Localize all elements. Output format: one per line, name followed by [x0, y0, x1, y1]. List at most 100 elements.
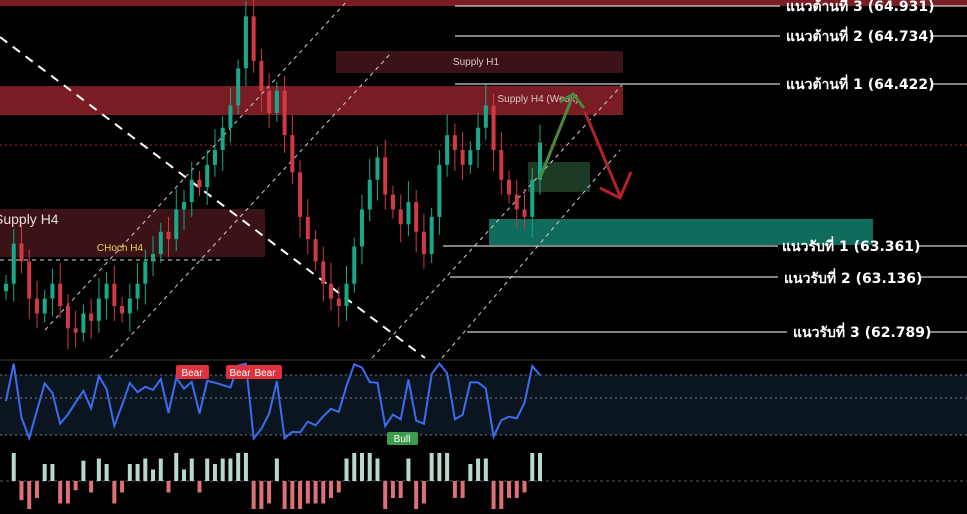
candle-body: [383, 157, 388, 195]
candle-body: [491, 105, 496, 151]
histogram-bar: [398, 481, 403, 498]
histogram-bar: [445, 453, 450, 481]
momentum-histogram: [11, 453, 542, 509]
histogram-bar: [158, 458, 163, 481]
candle-body: [522, 209, 527, 217]
candle-body: [507, 179, 512, 195]
channel-line-3: [371, 84, 623, 359]
channel-line-2: [109, 51, 393, 359]
histogram-bar: [414, 481, 419, 509]
candle-body: [11, 243, 16, 284]
candle-body: [360, 209, 364, 247]
histogram-bar: [259, 481, 264, 509]
histogram-bar: [34, 481, 39, 498]
histogram-bar: [321, 481, 326, 504]
histogram-bar: [50, 464, 55, 481]
histogram-bar: [313, 481, 318, 504]
candle-body: [197, 179, 202, 188]
histogram-bar: [228, 458, 233, 481]
candle-body: [27, 261, 32, 299]
histogram-bar: [151, 469, 156, 481]
channel-line-1: [44, 0, 349, 331]
histogram-bar: [65, 481, 70, 504]
bear-tag-1: [176, 365, 209, 379]
histogram-bar: [58, 481, 63, 504]
candle-body: [530, 179, 535, 217]
demand-zone: [489, 219, 873, 245]
rsi-line: [5, 361, 541, 442]
candle-body: [19, 243, 24, 262]
candle-body: [406, 202, 411, 225]
candle-body: [259, 60, 264, 91]
histogram-bar: [166, 481, 171, 493]
candles-layer: [4, 0, 542, 350]
supply-h4-weak-zone: [0, 86, 623, 115]
candle-body: [174, 209, 179, 240]
candle-body: [212, 150, 217, 165]
rsi-panel: [0, 375, 967, 435]
candle-body: [499, 150, 504, 180]
bull-tag: [387, 432, 418, 445]
histogram-bar: [11, 453, 16, 481]
signal-tags: Bear Bear Bear Bull: [176, 365, 418, 445]
candle-body: [158, 231, 163, 255]
histogram-bar: [220, 458, 225, 481]
histogram-bar: [468, 464, 473, 481]
candle-body: [143, 261, 148, 284]
up-arrow-head: [559, 92, 586, 109]
level-label-s1: แนวรับที่ 1 (63.361): [782, 236, 920, 255]
histogram-bar: [298, 481, 303, 509]
trend-lines: CHoch H4: [0, 0, 623, 359]
candle-body: [50, 283, 55, 299]
level-label-r2: แนวต้านที่ 2 (64.734): [786, 26, 935, 45]
candle-body: [104, 283, 109, 299]
histogram-bar: [344, 458, 349, 481]
candle-body: [367, 179, 372, 210]
top-supply-band: [0, 0, 967, 6]
histogram-bar: [112, 481, 117, 504]
candle-body: [96, 298, 101, 321]
candle-body: [305, 216, 310, 240]
histogram-bar: [73, 481, 78, 491]
candle-body: [81, 313, 86, 333]
candle-body: [468, 150, 473, 165]
histogram-bar: [42, 464, 47, 481]
candle-body: [336, 298, 341, 307]
histogram-bar: [205, 458, 210, 481]
histogram-bar: [19, 481, 24, 501]
candle-body: [437, 164, 442, 217]
histogram-bar: [476, 458, 481, 481]
candle-body: [290, 135, 295, 173]
candle-body: [329, 283, 334, 299]
candle-body: [65, 306, 70, 329]
candle-body: [352, 246, 357, 284]
candle-body: [298, 172, 303, 217]
down-arrow-line: [583, 111, 622, 197]
histogram-bar: [189, 458, 194, 481]
histogram-bar: [360, 453, 364, 481]
histogram-bar: [89, 481, 94, 493]
histogram-bar: [429, 453, 434, 481]
candle-body: [182, 202, 186, 210]
level-label-s3: แนวรับที่ 3 (62.789): [793, 322, 931, 341]
histogram-bar: [522, 481, 527, 493]
histogram-bar: [530, 453, 535, 481]
histogram-bar: [282, 481, 287, 509]
candle-body: [321, 261, 326, 284]
candle-body: [166, 231, 171, 240]
histogram-bar: [437, 453, 442, 481]
level-label-s2: แนวรับที่ 2 (63.136): [784, 268, 922, 287]
histogram-bar: [267, 481, 272, 504]
histogram-bar: [460, 481, 465, 498]
candle-body: [34, 298, 39, 314]
candle-body: [120, 306, 125, 314]
histogram-bar: [421, 481, 426, 504]
histogram-bar: [499, 481, 504, 509]
level-label-r1: แนวต้านที่ 1 (64.422): [786, 74, 935, 93]
histogram-bar: [243, 453, 248, 481]
channel-line-4: [441, 149, 621, 359]
candle-body: [127, 298, 132, 314]
candle-body: [390, 194, 395, 210]
candle-body: [89, 313, 94, 321]
